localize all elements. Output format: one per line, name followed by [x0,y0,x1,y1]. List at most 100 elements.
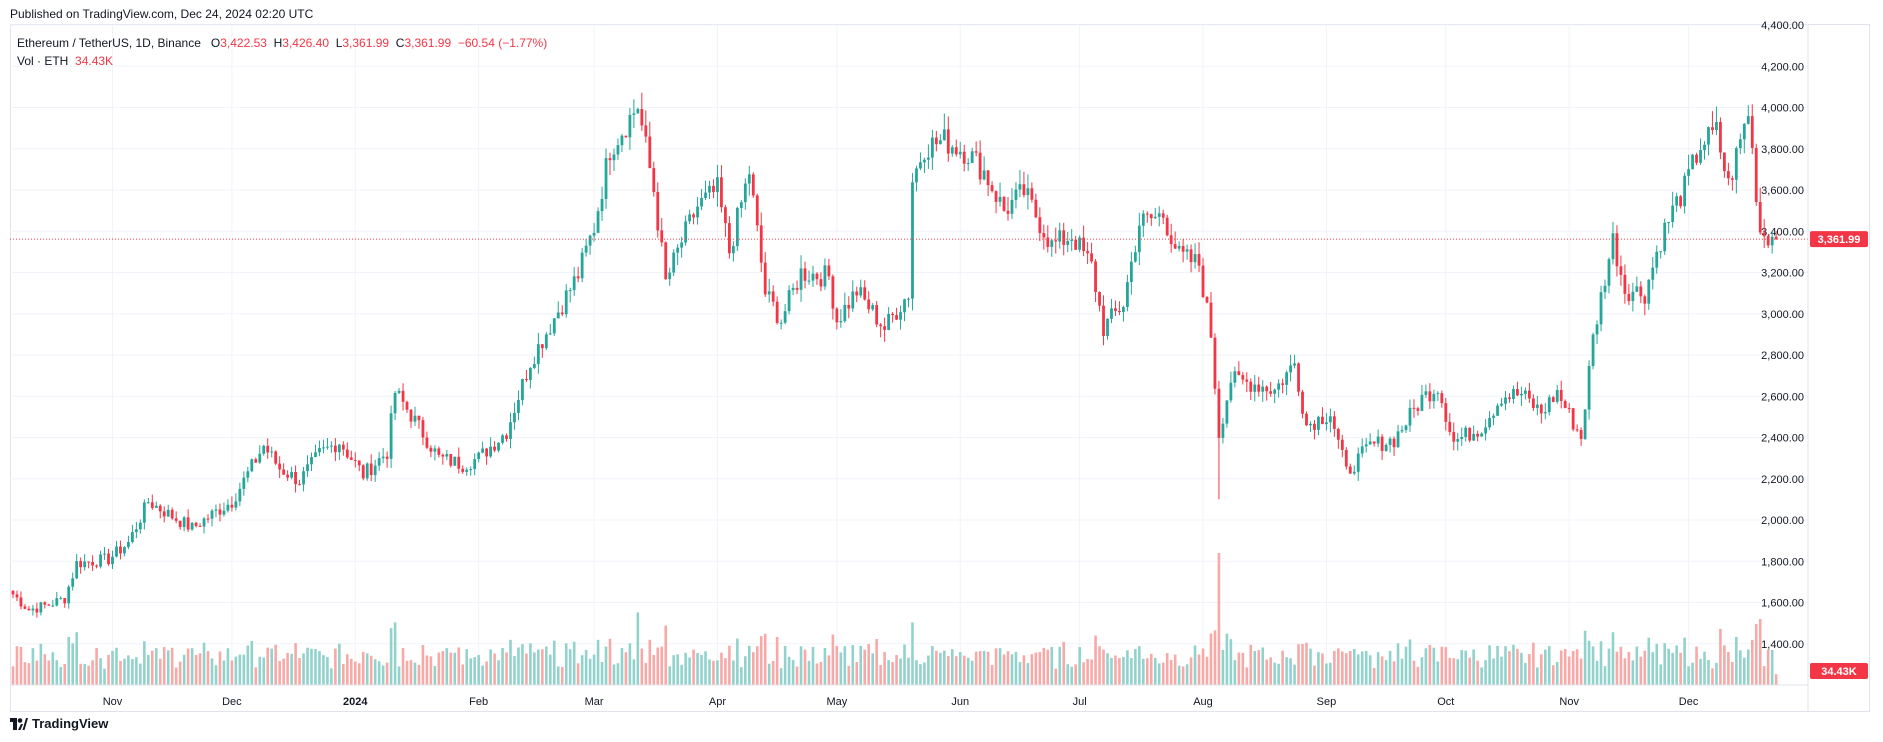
volume-bar [1169,659,1173,685]
candle-body [1627,293,1631,302]
last-price-label: 3,361.99 [1818,234,1861,246]
candle-body [473,459,477,470]
candle-body [59,598,63,600]
volume-row: Vol · ETH 34.43K [17,52,547,70]
candle-body [1440,393,1444,404]
candle-body [1591,334,1595,367]
volume-bar [572,641,576,685]
y-tick-label: 2,800.00 [1761,350,1804,362]
volume-bar [1360,651,1364,685]
volume-bar [513,656,516,685]
candle-body [1543,412,1547,414]
volume-bar [71,643,74,685]
volume-bar [1309,648,1312,685]
x-tick-label: 2024 [343,696,368,708]
volume-bar [154,648,158,685]
candle-body [39,602,43,613]
candle-body [242,477,246,489]
candle-body [369,463,373,476]
candle-body [521,378,524,401]
candle-body [1683,175,1686,207]
volume-bar [1516,648,1519,685]
chart-svg[interactable]: 1,400.00 1,600.00 1,800.00 2,000.00 2,200.00… [0,0,1883,712]
volume-bar [907,657,910,685]
volume-bar [1058,646,1062,685]
volume-bar [1496,645,1499,685]
y-tick-label: 4,000.00 [1761,103,1804,115]
candle-body [684,221,688,243]
candle-body [1305,413,1308,426]
volume-bar [1233,660,1237,685]
candle-body [1340,439,1344,450]
candle-body [1535,404,1539,408]
volume-bar [954,656,958,685]
x-tick-label: Aug [1193,696,1213,708]
volume-bar [342,663,345,685]
candle-body [1372,441,1376,444]
candle-body [310,457,313,465]
volume-bar [624,652,628,685]
candle-body [91,561,94,566]
volume-bar [612,664,616,685]
volume-bar [700,654,703,685]
candle-body [485,448,489,457]
volume-bar [186,648,190,685]
volume-bar [1086,658,1089,685]
candle-body [75,561,79,579]
candle-body [799,268,803,290]
candle-body [751,174,755,196]
volume-bar [19,646,23,685]
volume-bar [1122,656,1125,685]
volume-bar [190,648,194,685]
volume-bar [919,664,922,685]
candle-body [568,290,572,292]
candle-body [1169,235,1173,245]
volume-bar [139,663,142,685]
candle-body [1595,324,1599,335]
candle-body [365,463,369,479]
volume-bar [1750,639,1754,685]
candle-body [1488,417,1491,428]
candle-body [1615,233,1619,267]
volume-bar [1364,651,1368,685]
candle-body [489,446,492,457]
candle-body [867,299,871,310]
volume-bar [1456,659,1460,685]
symbol-label[interactable]: Ethereum / TetherUS, 1D, Binance [17,36,201,50]
chart-legend: Ethereum / TetherUS, 1D, Binance O3,422.… [17,34,547,70]
volume-bar [266,647,270,685]
volume-bar [1126,650,1129,685]
volume-bar [262,657,266,685]
candle-body [174,518,178,521]
volume-bar [477,655,480,685]
volume-bar [346,654,349,685]
candle-body [1149,214,1153,219]
volume-bar [357,663,361,685]
volume-bar [1520,652,1523,685]
candle-body [234,501,238,508]
volume-bar [274,644,277,685]
y-tick-label: 3,600.00 [1761,185,1804,197]
candle-body [1193,254,1197,263]
volume-bar [361,652,365,685]
volume-bar [1014,651,1018,685]
tradingview-logo[interactable]: TradingView [10,716,108,731]
volume-bar [827,655,831,685]
candle-body [1070,239,1074,242]
volume-bar [91,660,94,685]
candle-body [783,311,787,323]
volume-bar [521,644,524,685]
candle-body [1360,446,1364,454]
candle-body [1571,408,1575,430]
volume-bar [644,662,648,685]
candle-body [1464,427,1468,438]
candle-body [1492,415,1495,418]
candle-body [278,463,282,470]
volume-bar [545,646,548,685]
candle-body [481,448,485,453]
candle-body [1703,144,1706,151]
volume-bar [381,665,385,685]
volume-bar [1074,664,1077,685]
volume-label[interactable]: Vol · ETH [17,54,69,68]
volume-bar [334,648,337,685]
